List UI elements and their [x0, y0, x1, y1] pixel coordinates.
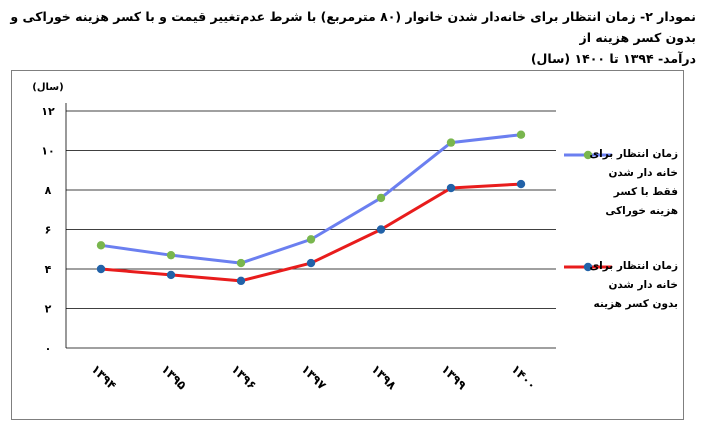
- x-tick-label: ۱۴۰۰: [509, 362, 540, 393]
- series-1-point: [376, 193, 386, 203]
- y-tick-label: ۱۲: [41, 105, 55, 118]
- series-1-point: [236, 258, 246, 268]
- y-tick-label: ۲: [45, 303, 52, 316]
- legend-entry-1-label-line: فقط با کسر: [613, 186, 678, 198]
- series-1-point: [446, 138, 456, 147]
- series-2-point: [306, 258, 316, 268]
- chart-title-line-2: درآمد- ۱۳۹۴ تا ۱۴۰۰ (سال): [530, 51, 696, 66]
- chart-title-line-1: نمودار ۲- زمان انتظار برای خانه‌دار شدن …: [10, 9, 696, 45]
- chart-title: نمودار ۲- زمان انتظار برای خانه‌دار شدن …: [8, 6, 696, 69]
- series-1-point: [166, 250, 176, 260]
- legend-entry-2-label-line: خانه دار شدن: [608, 279, 678, 291]
- series-1-point: [306, 235, 316, 244]
- x-tick-label: ۱۳۹۶: [229, 362, 260, 393]
- legend-entry-1-label-line: خانه دار شدن: [608, 167, 678, 179]
- legend-entry-2-marker: [583, 262, 593, 272]
- y-tick-label: ۴: [45, 263, 52, 276]
- series-1-point: [516, 130, 526, 139]
- series-2-point: [516, 179, 526, 189]
- chart-frame: [11, 70, 684, 420]
- x-tick-label: ۱۳۹۸: [369, 362, 400, 393]
- x-tick-label: ۱۳۹۵: [159, 362, 190, 393]
- series-1-line: [100, 133, 522, 265]
- legend-entry-1-label-line: زمان انتظار برای: [589, 148, 678, 160]
- legend-entry-2-label-line: بدون کسر هزینه: [593, 298, 678, 310]
- y-axis-unit-label: (سال): [32, 82, 63, 93]
- series-2-point: [446, 183, 456, 193]
- y-tick-label: ۸: [45, 184, 52, 197]
- y-tick-label: ۰: [45, 342, 52, 355]
- series-1-point: [96, 241, 106, 250]
- series-2-point: [96, 264, 106, 274]
- x-tick-label: ۱۳۹۷: [299, 362, 330, 393]
- y-tick-label: ۶: [45, 224, 52, 237]
- x-tick-label: ۱۳۹۴: [89, 362, 120, 393]
- series-2-point: [236, 276, 246, 286]
- x-tick-label: ۱۳۹۹: [439, 362, 470, 393]
- series-2-point: [166, 270, 176, 280]
- legend-entry-1-marker: [583, 150, 593, 160]
- legend-entry-2-label: زمان انتظار برای خانه دار شدن بدون کسر هزی…: [573, 257, 678, 314]
- series-2-point: [376, 225, 386, 234]
- legend-entry-1-label-line: هزینه خوراکی: [605, 205, 678, 217]
- legend-entry-2-label-line: زمان انتظار برای: [589, 260, 678, 272]
- legend-entry-1-label: زمان انتظار برای خانه دار شدن فقط با کسر هز…: [573, 145, 678, 221]
- y-tick-label: ۱۰: [41, 145, 54, 158]
